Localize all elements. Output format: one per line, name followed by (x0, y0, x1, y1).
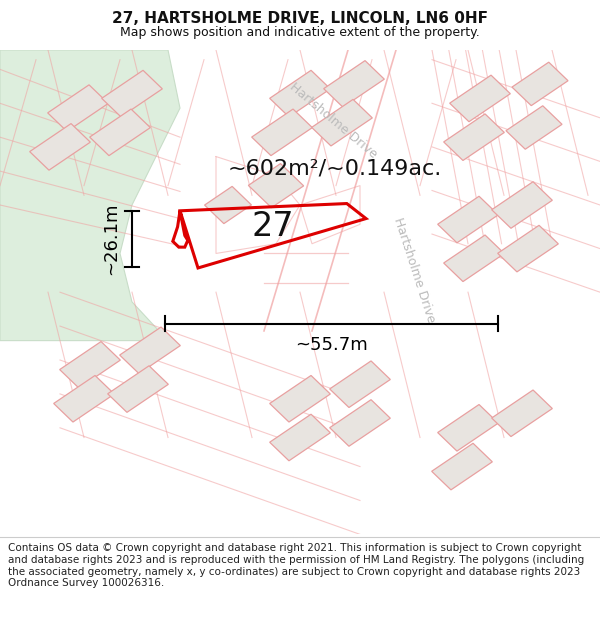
Polygon shape (0, 50, 180, 341)
Polygon shape (449, 75, 511, 122)
Polygon shape (269, 414, 331, 461)
Polygon shape (101, 70, 163, 117)
Polygon shape (89, 109, 151, 156)
Polygon shape (491, 390, 553, 437)
Polygon shape (443, 235, 505, 282)
Text: ~55.7m: ~55.7m (295, 336, 368, 354)
Text: ~602m²/~0.149ac.: ~602m²/~0.149ac. (228, 159, 442, 179)
Polygon shape (269, 70, 331, 117)
Polygon shape (311, 99, 373, 146)
Polygon shape (329, 399, 391, 446)
Text: Map shows position and indicative extent of the property.: Map shows position and indicative extent… (120, 26, 480, 39)
Polygon shape (107, 366, 169, 413)
Text: 27, HARTSHOLME DRIVE, LINCOLN, LN6 0HF: 27, HARTSHOLME DRIVE, LINCOLN, LN6 0HF (112, 11, 488, 26)
Polygon shape (119, 327, 181, 374)
Polygon shape (248, 164, 304, 208)
Text: 27: 27 (251, 210, 295, 243)
Polygon shape (205, 186, 251, 224)
Polygon shape (0, 137, 600, 341)
Polygon shape (431, 443, 493, 490)
Polygon shape (437, 196, 499, 243)
Polygon shape (443, 114, 505, 161)
Polygon shape (53, 376, 115, 422)
Polygon shape (269, 376, 331, 422)
Polygon shape (506, 106, 562, 149)
Polygon shape (251, 109, 313, 156)
Polygon shape (329, 361, 391, 408)
Polygon shape (491, 182, 553, 228)
Polygon shape (360, 50, 492, 534)
Polygon shape (59, 341, 121, 388)
Text: Hartsholme Drive: Hartsholme Drive (287, 80, 379, 161)
Polygon shape (497, 225, 559, 272)
Polygon shape (437, 404, 499, 451)
Polygon shape (512, 62, 568, 106)
Polygon shape (162, 50, 252, 534)
Polygon shape (323, 61, 385, 108)
Text: Contains OS data © Crown copyright and database right 2021. This information is : Contains OS data © Crown copyright and d… (8, 543, 584, 588)
Polygon shape (29, 124, 91, 170)
Text: Hartsholme Drive: Hartsholme Drive (391, 216, 437, 324)
Polygon shape (47, 85, 109, 131)
Text: ~26.1m: ~26.1m (102, 202, 120, 275)
